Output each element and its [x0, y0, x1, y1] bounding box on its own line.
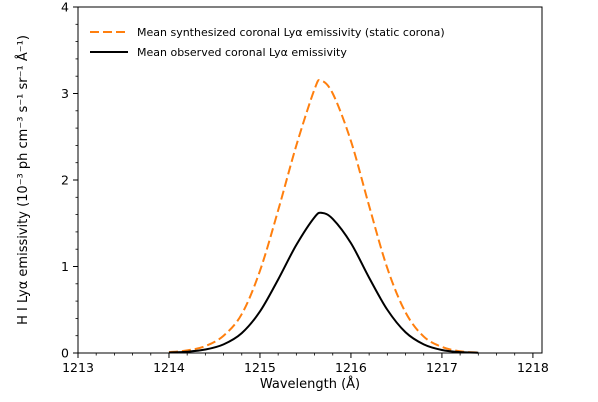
- x-ticks: 1213 1214 1215 1216 1217 1218: [62, 353, 549, 375]
- y-ticks: 0 1 2 3 4: [61, 0, 78, 361]
- y-tick-label: 0: [61, 346, 69, 361]
- x-tick-label: 1217: [426, 360, 458, 375]
- legend-label-synthesized: Mean synthesized coronal Lyα emissivity …: [137, 26, 445, 39]
- curves-layer: [168, 79, 479, 354]
- x-tick-label: 1215: [244, 360, 276, 375]
- y-tick-label: 3: [61, 86, 69, 101]
- y-tick-label: 4: [61, 0, 69, 15]
- y-tick-label: 1: [61, 259, 69, 274]
- x-tick-label: 1213: [62, 360, 94, 375]
- legend-label-observed: Mean observed coronal Lyα emissivity: [137, 46, 347, 59]
- x-tick-label: 1218: [517, 360, 549, 375]
- y-axis-label: H I Lyα emissivity (10⁻³ ph cm⁻³ s⁻¹ sr⁻…: [15, 35, 31, 325]
- series-line-synthesized: [168, 79, 479, 354]
- y-tick-label: 2: [61, 173, 69, 188]
- x-tick-label: 1216: [335, 360, 367, 375]
- x-tick-label: 1214: [153, 360, 185, 375]
- series-line-observed: [168, 211, 479, 354]
- legend: Mean synthesized coronal Lyα emissivity …: [90, 26, 445, 59]
- x-axis-label: Wavelength (Å): [260, 376, 360, 392]
- plot-area: [78, 7, 542, 353]
